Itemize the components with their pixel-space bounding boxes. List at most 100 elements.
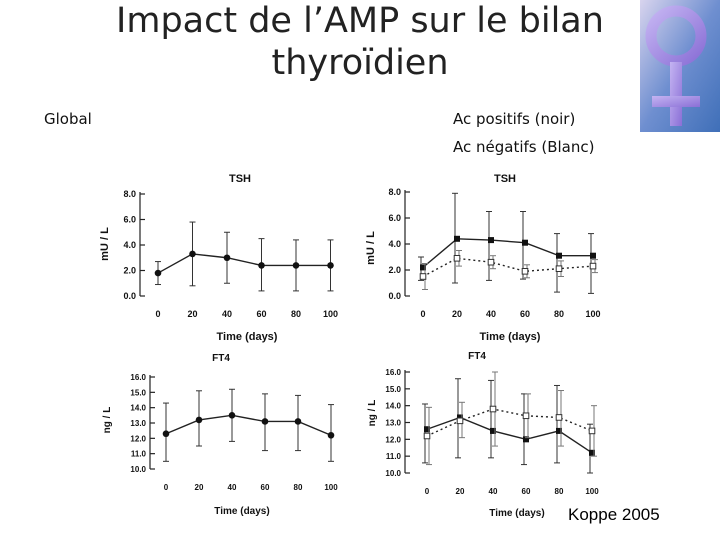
data-point [223, 254, 231, 262]
ft4-global-chart: FT4 Time (days) ng / L 10.0 11.0 12.0 13.0 1… [102, 353, 338, 517]
y-tick-label: 16.0 [130, 373, 146, 382]
y-tick-label: 15.0 [130, 388, 146, 397]
data-point [490, 427, 496, 434]
slide-title: Impact de l’AMP sur le bilan thyroïdien [90, 0, 630, 84]
data-point [555, 414, 563, 421]
y-tick-label: 10.0 [385, 469, 401, 478]
x-tick-label: 0 [425, 487, 430, 496]
y-tick-label: 13.0 [385, 419, 401, 428]
series-line [157, 253, 331, 274]
y-axis-label: mU / L [99, 227, 111, 261]
series-positive [418, 192, 596, 294]
y-tick-label: 16.0 [385, 368, 401, 377]
data-point [195, 416, 203, 424]
x-tick-label: 40 [228, 483, 237, 492]
y-tick-label: 11.0 [386, 452, 402, 461]
label-negative-antibodies: Ac négatifs (Blanc) [453, 138, 595, 156]
series-line [422, 257, 594, 278]
x-tick-label: 80 [294, 483, 303, 492]
female-symbol-logo [640, 0, 720, 132]
data-point [489, 405, 497, 413]
y-tick-label: 0.0 [123, 291, 136, 301]
y-tick-label: 11.0 [131, 450, 147, 459]
y-tick-label: 2.0 [388, 265, 401, 275]
data-point [521, 268, 529, 275]
y-tick-label: 12.0 [385, 435, 401, 444]
y-tick-label: 10.0 [130, 465, 146, 474]
x-tick-label: 80 [554, 309, 564, 319]
data-point [457, 414, 463, 421]
data-point [189, 250, 196, 258]
series-negative [423, 371, 597, 466]
x-tick-label: 100 [323, 309, 338, 319]
y-tick-label: 4.0 [123, 240, 136, 250]
chart-title: FT4 [212, 353, 230, 364]
y-tick-label: 13.0 [130, 419, 146, 428]
data-point [522, 412, 530, 420]
x-tick-label: 40 [486, 309, 496, 319]
source-credit: Koppe 2005 [568, 505, 660, 524]
x-tick-label: 0 [155, 309, 160, 319]
y-tick-label: 14.0 [130, 404, 146, 413]
data-point [424, 426, 430, 433]
tsh-antibodies-chart: TSH Time (days) mU / L 0.0 2.0 4.0 6.0 8.0 0 2… [365, 173, 601, 343]
data-point [419, 273, 427, 280]
x-tick-label: 80 [555, 487, 564, 496]
data-point [456, 417, 464, 425]
data-point [420, 264, 426, 271]
y-tick-label: 6.0 [388, 213, 401, 223]
y-axis-label: ng / L [102, 407, 113, 434]
data-point [423, 432, 431, 440]
data-point [555, 265, 563, 273]
x-tick-label: 40 [489, 487, 498, 496]
x-tick-label: 20 [452, 309, 462, 319]
x-axis-label: Time (days) [217, 331, 278, 343]
data-point [327, 262, 334, 269]
x-tick-label: 0 [164, 483, 169, 492]
data-point [294, 418, 302, 425]
tsh-global-chart: TSH Time (days) mU / L 0.0 2.0 4.0 6.0 8.0 0 2… [99, 173, 338, 343]
y-axis-label: mU / L [365, 231, 377, 265]
data-point [327, 431, 335, 439]
x-tick-label: 100 [585, 487, 599, 496]
data-point [523, 436, 529, 443]
x-tick-label: 0 [420, 309, 425, 319]
chart-title: TSH [229, 173, 251, 185]
series-negative [419, 250, 598, 290]
x-axis-label: Time (days) [480, 331, 541, 343]
series-line [165, 414, 332, 436]
data-point [556, 252, 562, 259]
x-tick-label: 100 [585, 309, 600, 319]
data-point [258, 262, 265, 269]
series-global [154, 221, 334, 292]
data-point [522, 239, 528, 246]
series-global [162, 388, 335, 462]
data-point [154, 269, 162, 277]
y-axis-label: ng / L [367, 400, 378, 427]
data-point [488, 237, 494, 244]
data-point [162, 430, 170, 438]
data-point [453, 255, 461, 262]
x-tick-label: 20 [195, 483, 204, 492]
x-tick-label: 80 [291, 309, 301, 319]
x-axis-label: Time (days) [214, 506, 269, 517]
x-tick-label: 20 [456, 487, 465, 496]
data-point [589, 262, 597, 270]
y-tick-label: 6.0 [123, 215, 136, 225]
data-point [590, 252, 596, 259]
data-point [261, 418, 269, 425]
chart-title: TSH [494, 173, 516, 185]
chart-title: FT4 [468, 351, 486, 362]
x-tick-label: 60 [256, 309, 266, 319]
data-point [589, 449, 595, 456]
label-positive-antibodies: Ac positifs (noir) [453, 110, 576, 128]
x-tick-label: 60 [520, 309, 530, 319]
x-tick-label: 60 [522, 487, 531, 496]
data-point [292, 262, 300, 269]
slide-title-line1: Impact de l’AMP sur le bilan [116, 1, 604, 41]
y-tick-label: 4.0 [388, 239, 401, 249]
slide-title-line2: thyroïdien [271, 43, 449, 83]
data-point [228, 412, 236, 419]
x-tick-label: 20 [187, 309, 197, 319]
y-tick-label: 2.0 [123, 266, 136, 276]
